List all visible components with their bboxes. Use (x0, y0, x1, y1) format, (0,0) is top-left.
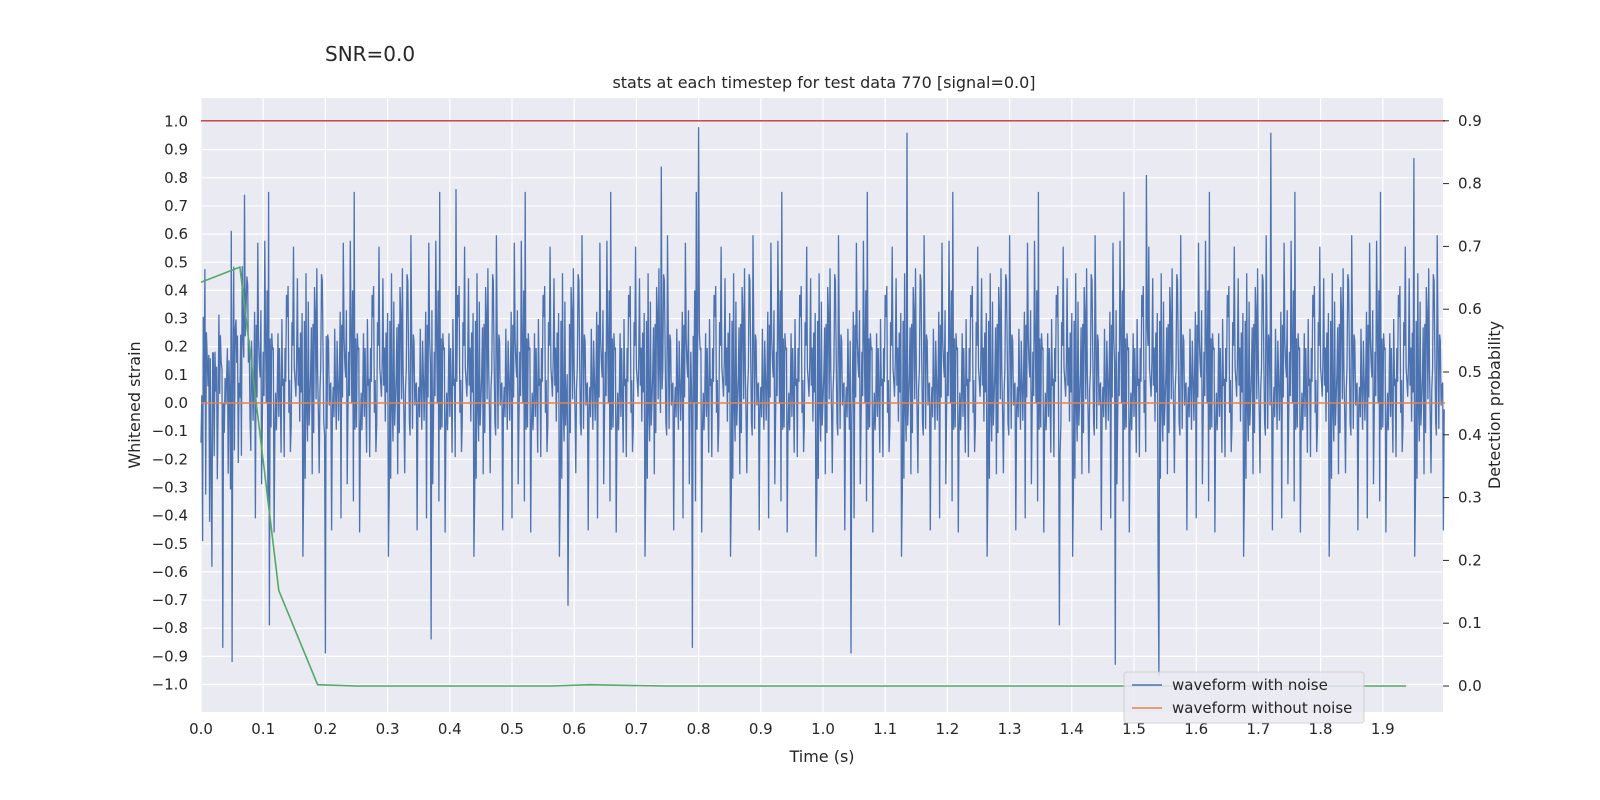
y2-axis-label: Detection probability (1485, 321, 1504, 489)
y-tick-label: −0.4 (152, 507, 188, 525)
y-tick-label: −0.7 (152, 591, 188, 609)
x-tick-label: 1.0 (811, 720, 835, 738)
x-tick-label: 1.9 (1371, 720, 1395, 738)
y-tick-label: 0.0 (164, 394, 188, 412)
series-line-waveform-with-noise (200, 127, 1445, 677)
y2-tick-label: 0.5 (1458, 363, 1482, 381)
x-axis-label: Time (s) (788, 747, 854, 766)
x-tick-label: 0.2 (313, 720, 337, 738)
x-tick-label: 0.3 (376, 720, 400, 738)
x-tick-label: 1.7 (1246, 720, 1270, 738)
y2-tick-label: 0.3 (1458, 489, 1482, 507)
y2-tick-label: 0.8 (1458, 175, 1482, 193)
x-tick-label: 1.3 (998, 720, 1022, 738)
x-tick-label: 1.8 (1309, 720, 1333, 738)
x-tick-label: 1.2 (935, 720, 959, 738)
figure-suptitle: SNR=0.0 (325, 42, 416, 66)
x-tick-label: 1.5 (1122, 720, 1146, 738)
y2-tick-label: 0.2 (1458, 551, 1482, 569)
y-axis-label: Whitened strain (125, 341, 144, 468)
x-tick-label: 1.1 (873, 720, 897, 738)
y-tick-label: −0.9 (152, 647, 188, 665)
x-tick-label: 0.1 (251, 720, 275, 738)
legend-label-noise: waveform with noise (1172, 676, 1328, 694)
y-tick-label: −0.3 (152, 478, 188, 496)
y-tick-label: 0.6 (164, 225, 188, 243)
legend: waveform with noise waveform without noi… (1123, 671, 1365, 724)
chart-title: stats at each timestep for test data 770… (612, 73, 1035, 92)
y2-tick-label: 0.1 (1458, 614, 1482, 632)
x-tick-label: 0.6 (562, 720, 586, 738)
legend-label-clean: waveform without noise (1172, 699, 1352, 717)
y-tick-label: 0.3 (164, 310, 188, 328)
legend-box (1123, 671, 1365, 724)
x-tick-label: 0.4 (438, 720, 462, 738)
y-tick-label: 0.4 (164, 281, 188, 299)
y-tick-label: 0.8 (164, 169, 188, 187)
x-tick-label: 0.5 (500, 720, 524, 738)
y2-tick-label: 0.4 (1458, 426, 1482, 444)
x-tick-label: 1.6 (1184, 720, 1208, 738)
y-tick-label: 0.7 (164, 197, 188, 215)
x-tick-label: 0.0 (189, 720, 213, 738)
y-tick-label: −0.8 (152, 619, 188, 637)
y2-tick-label: 0.6 (1458, 300, 1482, 318)
y-tick-label: −1.0 (152, 676, 188, 694)
y2-tick-label: 0.0 (1458, 677, 1482, 695)
y-tick-label: 0.2 (164, 338, 188, 356)
y-tick-label: 0.1 (164, 366, 188, 384)
x-tick-label: 1.4 (1060, 720, 1084, 738)
y-tick-label: −0.5 (152, 535, 188, 553)
y-tick-label: 0.5 (164, 253, 188, 271)
y2-tick-label: 0.7 (1458, 237, 1482, 255)
x-tick-label: 0.9 (749, 720, 773, 738)
y-tick-label: −0.2 (152, 450, 188, 468)
y2-tick-label: 0.9 (1458, 112, 1482, 130)
x-tick-label: 0.8 (687, 720, 711, 738)
x-tick-label: 0.7 (624, 720, 648, 738)
y-tick-label: −0.1 (152, 422, 188, 440)
y-tick-label: 0.9 (164, 141, 188, 159)
y-tick-label: −0.6 (152, 563, 188, 581)
y-tick-label: 1.0 (164, 113, 188, 131)
